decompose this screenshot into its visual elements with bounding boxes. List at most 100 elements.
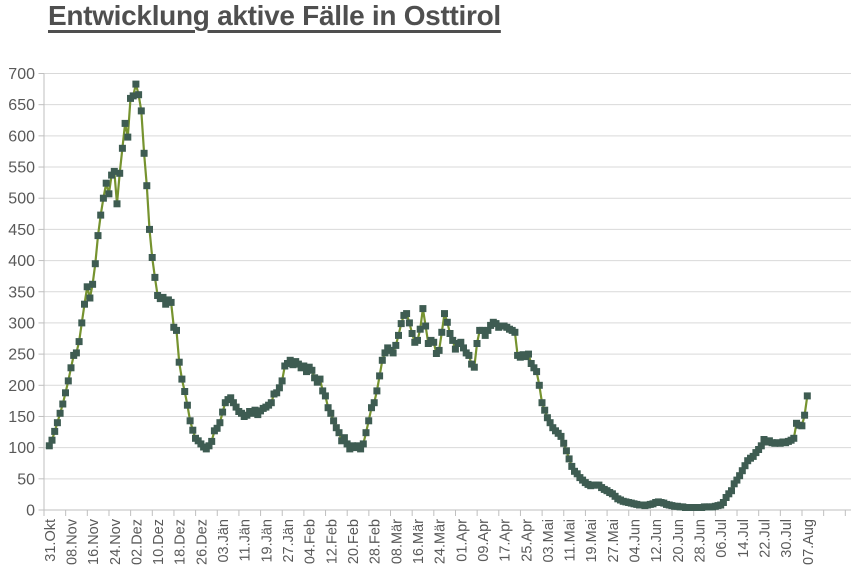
data-point-marker <box>189 426 197 434</box>
data-point-marker <box>798 422 806 430</box>
x-axis-label: 17.Apr <box>498 519 514 562</box>
data-point-marker <box>89 280 97 288</box>
data-point-marker <box>62 389 69 397</box>
data-point-marker <box>81 300 88 308</box>
data-point-marker <box>443 318 451 326</box>
data-point-marker <box>565 455 573 463</box>
data-point-marker <box>340 434 348 442</box>
data-point-marker <box>286 356 294 364</box>
x-axis-label: 19.Jän <box>259 519 275 563</box>
data-point-marker <box>121 119 129 127</box>
data-point-marker <box>535 381 543 389</box>
data-point-marker <box>186 417 194 425</box>
data-point-marker <box>94 232 102 240</box>
data-point-marker <box>83 283 91 291</box>
data-point-marker <box>543 414 551 422</box>
x-axis-label: 26.Dez <box>194 519 210 565</box>
x-axis-label: 27.Jän <box>281 519 297 563</box>
data-point-marker <box>378 356 386 364</box>
data-point-marker <box>143 182 151 190</box>
data-point-marker <box>273 389 281 397</box>
data-point-marker <box>267 399 275 407</box>
chart-title: Entwicklung aktive Fälle in Osttirol <box>48 0 501 31</box>
data-point-marker <box>530 364 538 372</box>
data-point-marker <box>151 273 159 281</box>
data-point-marker <box>741 462 749 470</box>
x-axis-label: 24.Nov <box>108 518 124 565</box>
data-point-marker <box>414 336 421 344</box>
data-point-marker <box>183 401 191 409</box>
data-point-marker <box>728 487 735 495</box>
data-point-marker <box>308 366 316 374</box>
data-point-marker <box>359 440 367 448</box>
data-point-marker <box>216 419 224 427</box>
x-axis-label: 27.Mai <box>606 519 622 563</box>
data-point-marker <box>303 368 310 376</box>
x-axis-label: 16.Mär <box>411 519 427 564</box>
data-point-marker <box>368 404 375 412</box>
x-axis-label: 06.Jul <box>714 519 730 558</box>
data-point-marker <box>419 305 427 313</box>
data-point-marker <box>757 442 765 450</box>
data-point-marker <box>481 331 489 339</box>
data-point-marker <box>254 411 262 419</box>
x-axis-label: 11.Jän <box>238 519 254 561</box>
y-axis-label: 400 <box>8 253 35 270</box>
data-point-marker <box>321 392 329 400</box>
data-point-marker <box>492 320 500 328</box>
data-point-marker <box>319 387 327 395</box>
data-point-marker <box>755 446 763 453</box>
data-point-marker <box>357 445 365 453</box>
data-point-marker <box>59 400 67 408</box>
x-axis-label: 28.Feb <box>368 519 384 564</box>
y-axis-label: 250 <box>8 347 35 364</box>
data-point-marker <box>719 499 727 506</box>
data-point-marker <box>438 328 446 336</box>
data-point-marker <box>416 325 424 333</box>
data-point-marker <box>392 341 400 349</box>
data-point-marker <box>451 345 459 353</box>
data-point-marker <box>146 225 153 233</box>
data-point-marker <box>441 310 448 318</box>
data-point-marker <box>546 419 554 427</box>
data-point-marker <box>722 494 730 501</box>
data-point-marker <box>86 294 94 302</box>
data-point-marker <box>324 404 332 412</box>
data-point-marker <box>229 399 237 407</box>
x-axis-label: 03.Mai <box>541 519 557 563</box>
data-point-marker <box>227 394 235 402</box>
data-point-marker <box>159 293 167 301</box>
data-point-marker <box>173 326 180 334</box>
data-point-marker <box>376 372 384 380</box>
data-point-marker <box>232 403 240 411</box>
data-point-marker <box>470 363 478 371</box>
y-axis-label: 0 <box>26 503 35 520</box>
data-point-marker <box>511 328 519 336</box>
data-point-marker <box>343 440 351 448</box>
data-point-marker <box>251 406 259 414</box>
x-axis-label: 07.Aug <box>801 519 817 565</box>
data-point-marker <box>72 349 80 357</box>
data-point-marker <box>465 351 473 359</box>
data-point-marker <box>373 387 381 395</box>
data-point-marker <box>370 399 378 407</box>
y-axis-label: 600 <box>8 128 35 145</box>
y-axis-label: 500 <box>8 191 35 208</box>
data-point-marker <box>478 326 486 334</box>
data-point-marker <box>108 171 116 179</box>
data-point-marker <box>803 392 811 400</box>
y-axis-label: 50 <box>17 471 35 488</box>
x-axis-label: 04.Jun <box>628 519 644 563</box>
data-point-marker <box>327 409 335 417</box>
data-point-marker <box>403 310 411 318</box>
data-point-marker <box>738 467 746 475</box>
data-point-marker <box>749 452 757 460</box>
data-point-marker <box>311 374 319 382</box>
data-point-marker <box>365 417 373 425</box>
x-axis-label: 30.Jul <box>779 519 795 558</box>
y-axis-label: 550 <box>8 160 35 177</box>
x-axis-label: 22.Jul <box>757 519 773 558</box>
data-point-marker <box>175 358 183 366</box>
data-point-marker <box>460 344 467 352</box>
